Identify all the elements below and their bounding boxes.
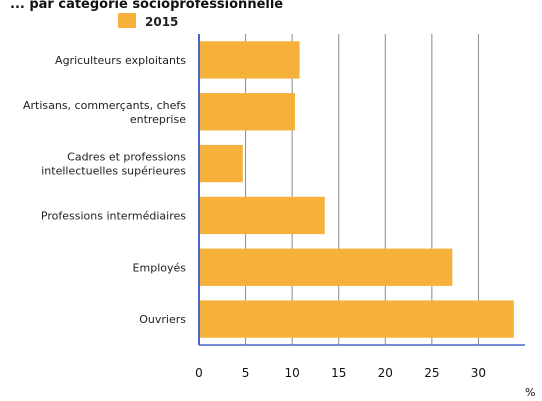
- category-label-line: intellectuelles supérieures: [41, 165, 186, 178]
- legend-label: 2015: [145, 15, 178, 29]
- x-tick-label: 5: [242, 366, 250, 380]
- category-label: Employés: [133, 261, 187, 274]
- category-label-line: Employés: [133, 261, 187, 274]
- category-label: Agriculteurs exploitants: [55, 54, 186, 67]
- category-label-line: Ouvriers: [139, 313, 186, 326]
- x-axis-unit: %: [525, 386, 535, 399]
- x-tick-label: 25: [424, 366, 439, 380]
- bar: [200, 300, 514, 338]
- bar-series: [200, 41, 514, 338]
- category-label-line: entreprise: [130, 113, 186, 126]
- chart-title: ... par catégorie socioprofessionnelle: [10, 0, 283, 12]
- category-label: Professions intermédiaires: [41, 209, 186, 222]
- bar: [200, 41, 300, 79]
- category-label-line: Professions intermédiaires: [41, 209, 186, 222]
- bar: [200, 248, 453, 286]
- legend-swatch: [118, 13, 136, 28]
- x-tick-label: 10: [285, 366, 300, 380]
- bar: [200, 196, 325, 235]
- category-label-line: Artisans, commerçants, chefs: [23, 99, 186, 112]
- category-label-line: Cadres et professions: [67, 151, 186, 164]
- category-label: Ouvriers: [139, 313, 186, 326]
- grid-lines: [245, 34, 479, 345]
- x-tick-label: 30: [471, 366, 486, 380]
- category-label: Artisans, commerçants, chefs entreprise: [23, 99, 186, 126]
- category-label-line: Agriculteurs exploitants: [55, 54, 186, 67]
- x-tick-label: 15: [331, 366, 346, 380]
- x-tick-label: 20: [378, 366, 393, 380]
- x-axis-ticks: 0 5 10 15 20 25 30: [195, 366, 486, 380]
- category-label: Cadres et professions intellectuelles sup…: [41, 151, 186, 178]
- category-labels: Agriculteurs exploitants Artisans, commer…: [23, 54, 186, 326]
- bar: [200, 93, 295, 131]
- bar: [200, 144, 243, 183]
- x-tick-label: 0: [195, 366, 203, 380]
